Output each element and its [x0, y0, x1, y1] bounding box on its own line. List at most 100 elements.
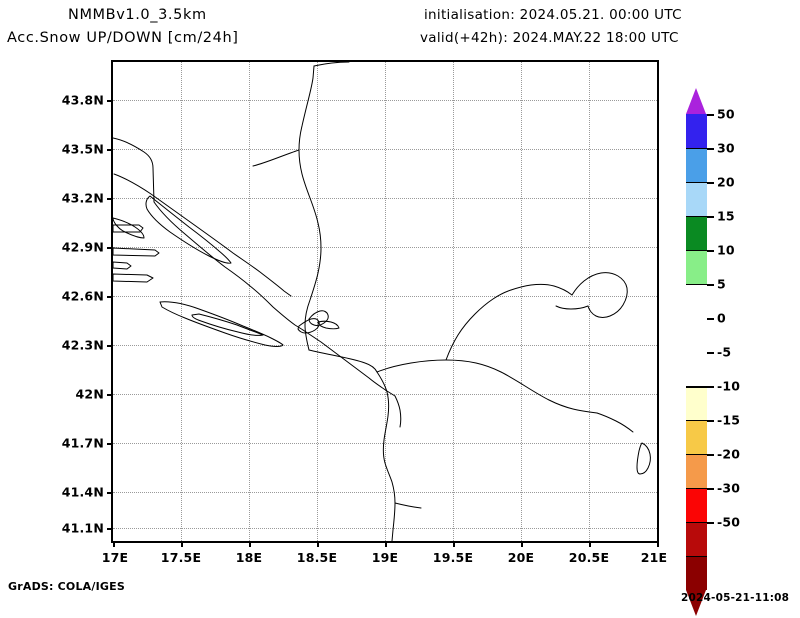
colorbar-label-15: 15 — [717, 208, 735, 224]
colorbar-label-minus15: -15 — [717, 412, 741, 428]
gridline-horizontal — [113, 528, 657, 529]
y-axis-label: 42N — [75, 386, 104, 402]
colorbar-band-15 — [686, 216, 707, 250]
colorbar-tick — [707, 488, 714, 490]
gridline-vertical — [521, 62, 522, 541]
x-tick — [521, 541, 523, 547]
gridline-vertical — [385, 62, 386, 541]
map-plot-area[interactable]: 43.8N 43.5N 43.2N 42.9N 42.6N 42.3N 42N … — [62, 60, 667, 565]
colorbar-label-minus20: -20 — [717, 446, 741, 462]
x-axis-label: 19.5E — [432, 550, 474, 565]
colorbar-band-50 — [686, 114, 707, 148]
coastline-and-borders — [113, 62, 651, 541]
map-canvas — [113, 62, 657, 541]
colorbar-label-minus50: -50 — [717, 514, 741, 530]
colorbar-label-20: 20 — [717, 174, 735, 190]
gridline-horizontal — [113, 443, 657, 444]
colorbar-tick — [707, 386, 714, 388]
gridline-horizontal — [113, 247, 657, 248]
colorbar-label-0: 0 — [717, 310, 726, 326]
render-timestamp: 2024-05-21-11:08 — [681, 592, 790, 604]
colorbar-tick — [707, 318, 714, 320]
y-axis-label: 42.6N — [61, 288, 104, 304]
colorbar-tick — [707, 352, 714, 354]
y-tick — [107, 247, 113, 249]
y-axis-label: 41.1N — [61, 520, 104, 536]
colorbar-bands — [686, 114, 707, 590]
colorbar-zero-line — [686, 386, 707, 388]
y-tick — [107, 492, 113, 494]
y-tick — [107, 345, 113, 347]
colorbar-tick — [707, 250, 714, 252]
field-title: n Acc.Snow UP/DOWN [cm/24h] — [0, 30, 239, 46]
gridline-horizontal — [113, 198, 657, 199]
x-tick — [385, 541, 387, 547]
x-tick — [317, 541, 319, 547]
y-axis-label: 43.5N — [61, 141, 104, 157]
y-axis-label: 42.9N — [61, 239, 104, 255]
colorbar-band-minus5-upper — [686, 352, 707, 386]
colorbar-tick — [707, 284, 714, 286]
x-tick — [453, 541, 455, 547]
colorbar-band-30 — [686, 148, 707, 182]
colorbar-overflow-bottom-arrow — [686, 590, 706, 616]
gridline-vertical — [453, 62, 454, 541]
x-axis-label: 18E — [235, 550, 263, 565]
gridline-horizontal — [113, 394, 657, 395]
colorbar-band-minus30 — [686, 522, 707, 556]
gridline-horizontal — [113, 492, 657, 493]
model-title: NMMBv1.0_3.5km — [68, 7, 207, 23]
y-tick — [107, 100, 113, 102]
gridline-horizontal — [113, 345, 657, 346]
x-tick — [113, 541, 115, 547]
x-axis-label: 20.5E — [568, 550, 610, 565]
x-axis-label: 18.5E — [296, 550, 338, 565]
colorbar-tick — [707, 216, 714, 218]
gridline-horizontal — [113, 296, 657, 297]
x-axis-label: 17.5E — [160, 550, 202, 565]
colorbar-label-minus10: -10 — [717, 378, 741, 394]
x-tick — [181, 541, 183, 547]
y-tick — [107, 296, 113, 298]
x-tick — [249, 541, 251, 547]
grads-credit: GrADS: COLA/IGES — [8, 580, 125, 593]
colorbar-band-0 — [686, 318, 707, 352]
x-axis-label: 21E — [640, 550, 668, 565]
colorbar-band-minus10 — [686, 420, 707, 454]
colorbar-tick — [707, 148, 714, 150]
y-tick — [107, 443, 113, 445]
gridline-horizontal — [113, 149, 657, 150]
y-axis-label: 43.2N — [61, 190, 104, 206]
colorbar-legend: 50 30 20 15 10 5 0 -5 -10 -15 -20 -30 -5… — [686, 88, 740, 616]
gridline-vertical — [249, 62, 250, 541]
x-axis-label: 19E — [371, 550, 399, 565]
y-tick — [107, 528, 113, 530]
y-axis-label: 41.7N — [61, 435, 104, 451]
colorbar-band-minus20 — [686, 488, 707, 522]
colorbar-tick — [707, 454, 714, 456]
y-axis-label: 43.8N — [61, 92, 104, 108]
valid-time: valid(+42h): 2024.MAY.22 18:00 UTC — [420, 30, 679, 46]
gridline-vertical — [589, 62, 590, 541]
colorbar-tick — [707, 522, 714, 524]
colorbar-band-10 — [686, 250, 707, 284]
x-tick — [657, 541, 659, 547]
gridline-horizontal — [113, 100, 657, 101]
colorbar-band-minus5 — [686, 386, 707, 420]
colorbar-band-minus50 — [686, 556, 707, 590]
y-tick — [107, 198, 113, 200]
colorbar-label-5: 5 — [717, 276, 726, 292]
colorbar-label-50: 50 — [717, 106, 735, 122]
colorbar-label-30: 30 — [717, 140, 735, 156]
initialisation-time: initialisation: 2024.05.21. 00:00 UTC — [424, 7, 682, 23]
colorbar-label-10: 10 — [717, 242, 735, 258]
colorbar-band-20 — [686, 182, 707, 216]
colorbar-label-minus30: -30 — [717, 480, 741, 496]
y-tick — [107, 149, 113, 151]
gridline-vertical — [317, 62, 318, 541]
y-axis-label: 41.4N — [61, 484, 104, 500]
x-axis-label: 17E — [101, 550, 129, 565]
y-tick — [107, 394, 113, 396]
colorbar-band-minus15 — [686, 454, 707, 488]
gridline-vertical — [181, 62, 182, 541]
